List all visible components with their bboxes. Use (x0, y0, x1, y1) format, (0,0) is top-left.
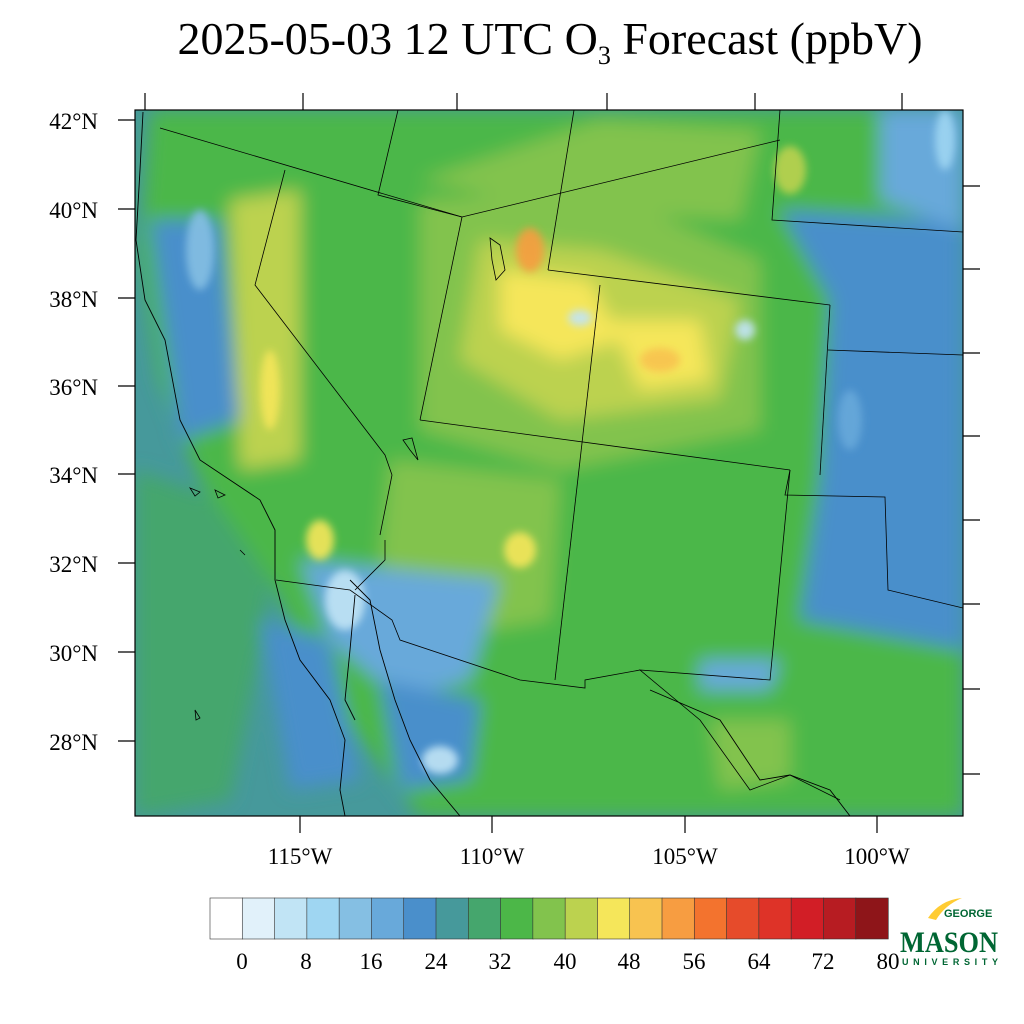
colorbar-swatch (661, 897, 695, 940)
colorbar-tick-label: 40 (554, 949, 577, 974)
colorbar-swatch (629, 897, 663, 940)
colorbar-swatch (209, 897, 243, 940)
lon-label: 105°W (652, 844, 718, 869)
colorbar-tick-label: 8 (300, 949, 312, 974)
colorbar-tick-label: 16 (360, 949, 383, 974)
lat-label: 34°N (49, 463, 98, 488)
colorbar-swatch (371, 897, 405, 940)
logo-swoosh (928, 898, 962, 920)
colorbar-swatch (790, 897, 825, 940)
colorbar-tick-label: 32 (489, 949, 512, 974)
colorbar-tick-label: 56 (683, 949, 706, 974)
lon-label: 110°W (460, 844, 525, 869)
colorbar-tick-label: 72 (812, 949, 835, 974)
lon-label: 115°W (268, 844, 333, 869)
colorbar-tick-label: 80 (877, 949, 900, 974)
colorbar-swatch (241, 897, 276, 940)
colorbar-swatch (467, 897, 502, 940)
lat-label: 32°N (49, 552, 98, 577)
lat-label: 38°N (49, 287, 98, 312)
map-frame (134, 109, 964, 817)
colorbar-swatch (823, 897, 857, 940)
colorbar-swatch (403, 897, 437, 940)
lat-label: 28°N (49, 730, 98, 755)
axis-ticks (118, 93, 980, 833)
colorbar-swatch (532, 897, 566, 940)
coastline (135, 111, 851, 816)
colorbar-tick-label: 24 (425, 949, 449, 974)
colorbar-swatch (726, 897, 760, 940)
colorbar-tick-label: 0 (236, 949, 248, 974)
colorbar-swatch (306, 897, 340, 940)
colorbar-swatch (435, 897, 469, 940)
colorbar-swatch (758, 897, 792, 940)
lat-label: 36°N (49, 375, 98, 400)
lat-label: 30°N (49, 641, 98, 666)
colorbar-swatch (564, 897, 599, 940)
colorbar-swatch (855, 897, 889, 940)
ozone-field (135, 110, 963, 816)
colorbar-swatch (274, 897, 308, 940)
colorbar-tick-label: 64 (748, 949, 772, 974)
lat-label: 40°N (49, 198, 98, 223)
map-title: 2025-05-03 12 UTC O3 Forecast (ppbV) (177, 13, 923, 70)
george-mason-logo: GEORGE MASON UNIVERSITY (900, 898, 998, 967)
colorbar-swatch (693, 897, 728, 940)
logo-george-text: GEORGE (944, 908, 992, 920)
state-boundaries (159, 110, 963, 801)
colorbar-tick-label: 48 (618, 949, 641, 974)
lat-label: 42°N (49, 109, 98, 134)
logo-mason-text: MASON (900, 926, 998, 959)
colorbar-swatch (597, 897, 631, 940)
colorbar-swatch (338, 897, 373, 940)
colorbar-swatch (500, 897, 534, 940)
colorbar (209, 897, 889, 940)
lon-label: 100°W (844, 844, 910, 869)
